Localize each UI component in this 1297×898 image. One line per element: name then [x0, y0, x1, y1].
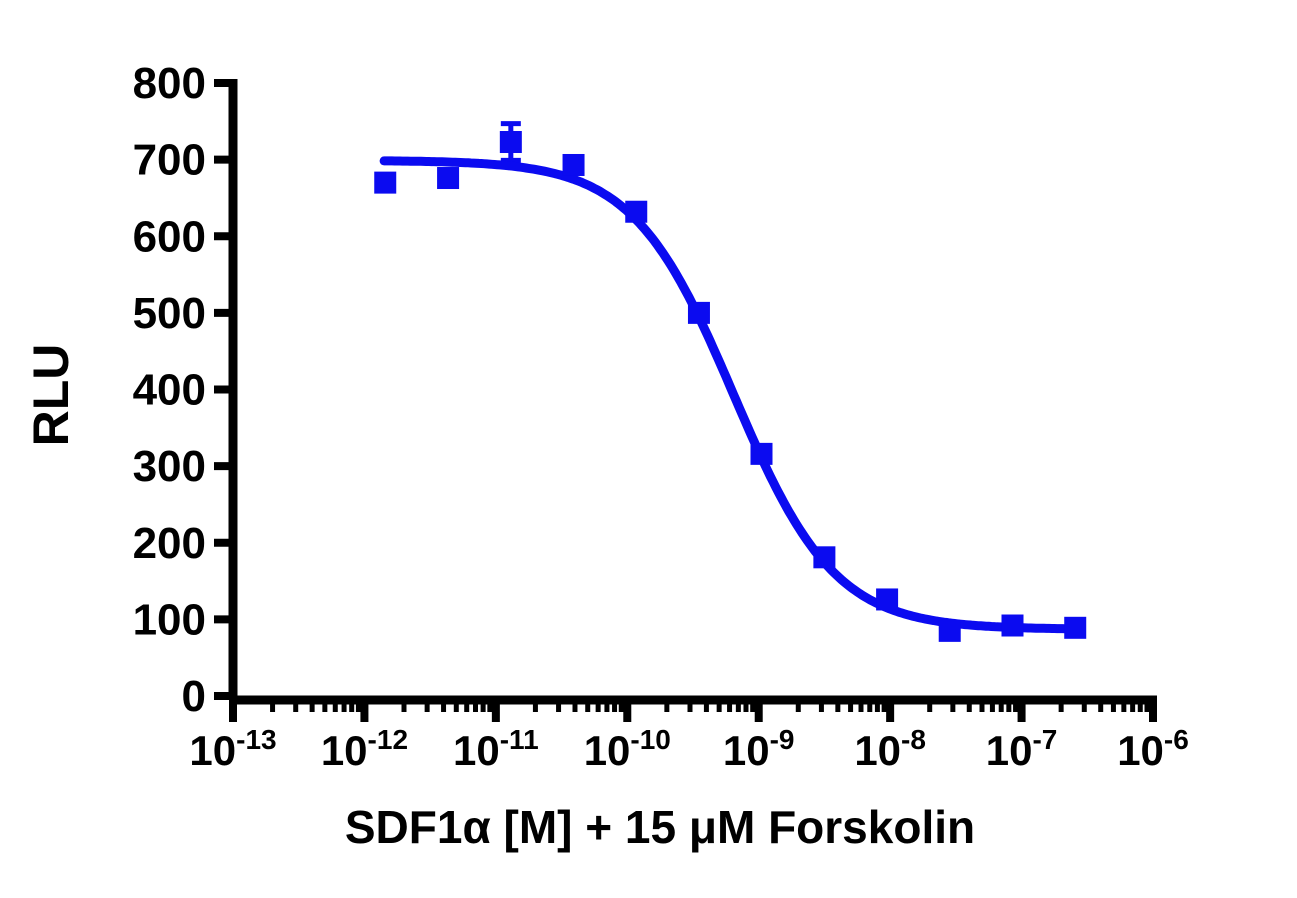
x-tick-label: 10-13	[189, 724, 276, 774]
x-tick-label: 10-8	[854, 724, 926, 774]
data-point-marker	[1064, 616, 1087, 639]
data-points-layer	[374, 131, 1087, 642]
y-tick-label: 100	[133, 595, 206, 644]
data-point-marker	[1001, 614, 1024, 637]
x-tick-label: 10-10	[584, 724, 671, 774]
data-point-marker	[374, 171, 397, 194]
x-axis-title: SDF1α [M] + 15 μM Forskolin	[345, 801, 975, 853]
ticks-layer	[214, 79, 1157, 722]
y-tick-label: 600	[133, 212, 206, 261]
data-point-marker	[625, 200, 648, 223]
data-point-marker	[687, 301, 710, 324]
y-tick-label: 400	[133, 366, 206, 415]
y-tick-label: 200	[133, 519, 206, 568]
axes-layer	[228, 79, 1157, 705]
axis-spine	[228, 79, 1157, 705]
y-axis-title: RLU	[23, 344, 79, 447]
fit-curve	[379, 156, 1083, 634]
data-point-marker	[562, 153, 585, 176]
data-point-marker	[750, 442, 773, 465]
data-point-marker	[938, 619, 961, 642]
y-tick-label: 300	[133, 442, 206, 491]
fit-curve-layer	[379, 156, 1083, 634]
x-tick-label: 10-7	[986, 724, 1058, 774]
x-tick-label: 10-11	[453, 724, 539, 774]
tick-labels-layer: 0 100 200 300 400 500 600 700 800 10-13 10-12 10-11…	[133, 59, 1189, 774]
y-tick-label: 800	[133, 59, 206, 108]
x-tick-label: 10-12	[321, 724, 408, 774]
data-point-marker	[876, 588, 899, 611]
data-point-marker	[499, 131, 522, 154]
x-tick-label: 10-6	[1117, 724, 1189, 774]
x-tick-label: 10-9	[723, 724, 795, 774]
y-tick-label: 500	[133, 289, 206, 338]
data-point-marker	[813, 546, 836, 569]
y-tick-label: 0	[182, 672, 206, 721]
y-tick-label: 700	[133, 136, 206, 185]
data-point-marker	[437, 167, 460, 190]
